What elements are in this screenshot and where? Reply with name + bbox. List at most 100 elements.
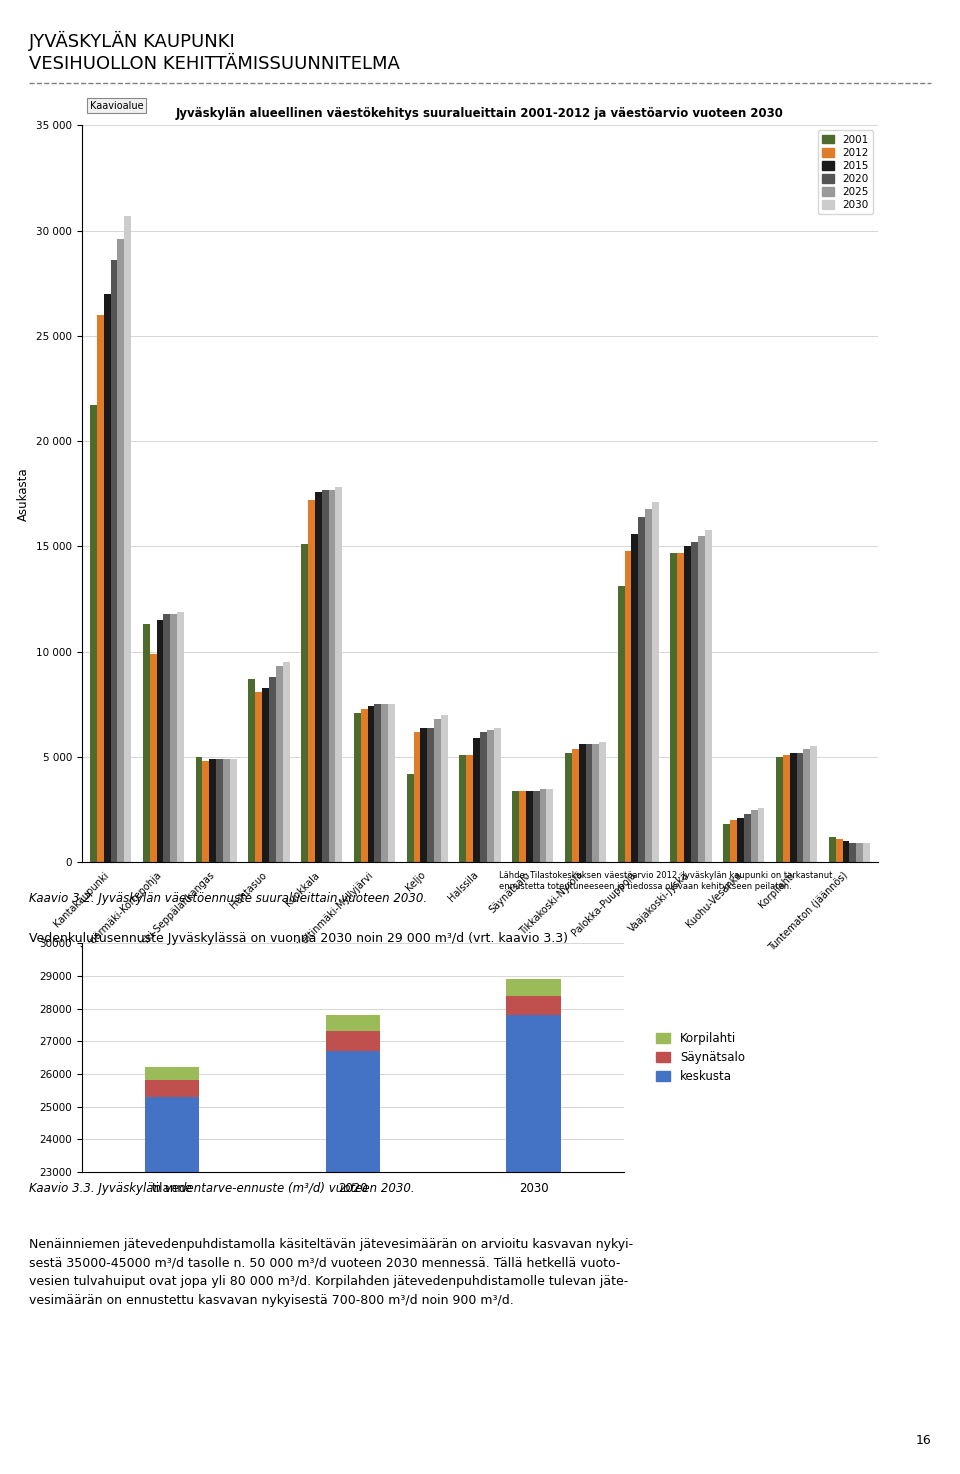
- Bar: [354, 713, 361, 862]
- Bar: [751, 809, 757, 862]
- Legend: 2001, 2012, 2015, 2020, 2025, 2030: 2001, 2012, 2015, 2020, 2025, 2030: [818, 131, 874, 214]
- Y-axis label: Asukasta: Asukasta: [17, 467, 31, 520]
- Bar: [374, 705, 381, 862]
- Bar: [407, 774, 414, 862]
- Bar: [790, 753, 797, 862]
- Bar: [145, 1080, 199, 1097]
- Bar: [804, 749, 810, 862]
- Bar: [797, 753, 804, 862]
- Bar: [723, 824, 731, 862]
- Bar: [170, 613, 177, 862]
- Bar: [209, 759, 216, 862]
- Bar: [540, 789, 546, 862]
- Bar: [617, 587, 625, 862]
- Bar: [599, 743, 606, 862]
- Text: Lähde: Tilastokeskuksen väestöarvio 2012. Jyväskylän kaupunki on tarkastanut
enn: Lähde: Tilastokeskuksen väestöarvio 2012…: [499, 871, 832, 890]
- Bar: [473, 738, 480, 862]
- Bar: [625, 551, 632, 862]
- Bar: [196, 758, 203, 862]
- Bar: [441, 715, 447, 862]
- Bar: [145, 1067, 199, 1080]
- Bar: [325, 1051, 380, 1474]
- Bar: [325, 1016, 380, 1032]
- Bar: [420, 728, 427, 862]
- Bar: [863, 843, 870, 862]
- Bar: [737, 818, 744, 862]
- Bar: [322, 489, 328, 862]
- Bar: [117, 239, 125, 862]
- Bar: [381, 705, 388, 862]
- Bar: [513, 790, 519, 862]
- Bar: [835, 839, 843, 862]
- Bar: [434, 719, 441, 862]
- Bar: [262, 687, 269, 862]
- Bar: [150, 654, 156, 862]
- Bar: [632, 534, 638, 862]
- Text: 16: 16: [916, 1434, 931, 1447]
- Bar: [810, 746, 817, 862]
- Bar: [156, 621, 163, 862]
- Bar: [652, 503, 659, 862]
- Bar: [269, 677, 276, 862]
- Text: Vedenkulutusennuste Jyväskylässä on vuonna 2030 noin 29 000 m³/d (vrt. kaavio 3.: Vedenkulutusennuste Jyväskylässä on vuon…: [29, 932, 567, 945]
- Bar: [507, 1016, 561, 1474]
- Bar: [104, 293, 110, 862]
- Bar: [145, 1097, 199, 1474]
- Bar: [493, 728, 500, 862]
- Text: VESIHUOLLON KEHITTÄMISSUUNNITELMA: VESIHUOLLON KEHITTÄMISSUUNNITELMA: [29, 55, 399, 72]
- Bar: [579, 744, 586, 862]
- Bar: [705, 529, 711, 862]
- Bar: [645, 509, 652, 862]
- Bar: [757, 808, 764, 862]
- Bar: [315, 492, 322, 862]
- Bar: [592, 744, 599, 862]
- Bar: [572, 749, 579, 862]
- Bar: [507, 995, 561, 1016]
- Bar: [110, 259, 117, 862]
- Bar: [216, 759, 223, 862]
- Bar: [335, 488, 343, 862]
- Bar: [691, 542, 698, 862]
- Bar: [731, 820, 737, 862]
- Bar: [850, 843, 856, 862]
- Bar: [519, 790, 526, 862]
- Bar: [670, 553, 678, 862]
- Bar: [388, 705, 396, 862]
- Bar: [163, 613, 170, 862]
- Bar: [638, 517, 645, 862]
- Bar: [460, 755, 467, 862]
- Bar: [249, 680, 255, 862]
- Bar: [177, 612, 184, 862]
- Bar: [533, 790, 540, 862]
- Bar: [507, 979, 561, 995]
- Bar: [843, 842, 850, 862]
- Bar: [684, 547, 691, 862]
- Bar: [255, 691, 262, 862]
- Bar: [328, 489, 335, 862]
- Legend: Korpilahti, Säynätsalo, keskusta: Korpilahti, Säynätsalo, keskusta: [652, 1027, 750, 1088]
- Bar: [282, 662, 290, 862]
- Bar: [125, 215, 132, 862]
- Text: Nenäinniemen jätevedenpuhdistamolla käsiteltävän jätevesimäärän on arvioitu kasv: Nenäinniemen jätevedenpuhdistamolla käsi…: [29, 1238, 633, 1306]
- Bar: [229, 759, 237, 862]
- Bar: [480, 731, 487, 862]
- Text: Kaavio 3.2. Jyväskylän väestöennuste suuralueittain vuoteen 2030.: Kaavio 3.2. Jyväskylän väestöennuste suu…: [29, 892, 427, 905]
- Bar: [368, 706, 374, 862]
- Bar: [361, 709, 368, 862]
- Bar: [828, 837, 835, 862]
- Bar: [223, 759, 229, 862]
- Bar: [143, 625, 150, 862]
- Bar: [546, 789, 553, 862]
- X-axis label: Suuralue: Suuralue: [454, 1045, 506, 1058]
- Bar: [301, 544, 308, 862]
- Bar: [414, 731, 420, 862]
- Bar: [427, 728, 434, 862]
- Bar: [97, 315, 104, 862]
- Bar: [487, 730, 493, 862]
- Bar: [564, 753, 572, 862]
- Text: Kaavio 3.3. Jyväskylän vedentarve-ennuste (m³/d) vuoteen 2030.: Kaavio 3.3. Jyväskylän vedentarve-ennust…: [29, 1182, 415, 1195]
- Bar: [308, 500, 315, 862]
- Bar: [776, 758, 783, 862]
- Bar: [526, 790, 533, 862]
- Bar: [783, 755, 790, 862]
